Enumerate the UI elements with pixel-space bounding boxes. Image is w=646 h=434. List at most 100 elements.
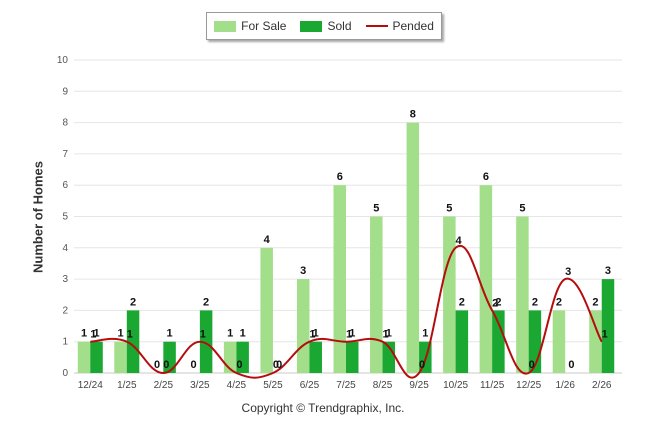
data-label-for-sale: 0 xyxy=(154,359,160,371)
data-label-sold: 2 xyxy=(532,296,538,308)
data-label-sold: 0 xyxy=(276,359,282,371)
data-label-for-sale: 6 xyxy=(483,171,489,183)
data-label-sold: 2 xyxy=(203,296,209,308)
bar-sold xyxy=(309,341,322,373)
data-label-pended: 0 xyxy=(273,359,279,371)
x-tick-label: 11/25 xyxy=(480,380,505,391)
data-label-for-sale: 1 xyxy=(227,328,233,340)
data-label-pended: 0 xyxy=(163,359,169,371)
x-tick-label: 4/25 xyxy=(227,380,247,391)
legend-swatch-sold xyxy=(300,20,323,32)
x-tick-label: 5/25 xyxy=(263,380,283,391)
data-label-for-sale: 1 xyxy=(81,328,87,340)
data-label-sold: 0 xyxy=(568,359,574,371)
data-label-sold: 1 xyxy=(386,328,392,340)
data-label-pended: 1 xyxy=(602,329,608,341)
bar-for-sale xyxy=(443,216,456,373)
data-label-sold: 2 xyxy=(130,296,136,308)
data-label-pended: 0 xyxy=(529,359,535,371)
data-label-sold: 1 xyxy=(313,328,319,340)
data-label-for-sale: 5 xyxy=(373,203,379,215)
bar-for-sale xyxy=(552,310,566,373)
x-tick-label: 12/25 xyxy=(516,380,541,391)
legend-swatch-pended xyxy=(365,25,388,27)
legend-item-sold[interactable]: Sold xyxy=(300,19,352,33)
bar-sold xyxy=(126,310,140,373)
data-label-pended: 1 xyxy=(127,329,133,341)
data-label-sold: 2 xyxy=(495,296,501,308)
data-label-sold: 1 xyxy=(240,328,246,340)
x-tick-label: 1/25 xyxy=(117,380,137,391)
data-label-for-sale: 4 xyxy=(264,234,271,246)
y-tick-label: 9 xyxy=(62,86,68,97)
pended-line xyxy=(90,244,603,379)
x-tick-label: 2/26 xyxy=(592,380,612,391)
x-tick-label: 3/25 xyxy=(190,380,210,391)
y-tick-label: 6 xyxy=(62,180,68,191)
x-tick-label: 10/25 xyxy=(443,380,468,391)
data-label-sold: 2 xyxy=(459,296,465,308)
legend-swatch-for-sale xyxy=(214,20,237,32)
data-label-pended: 1 xyxy=(90,329,96,341)
data-label-for-sale: 6 xyxy=(337,171,343,183)
data-label-for-sale: 5 xyxy=(519,203,525,215)
bar-for-sale xyxy=(479,185,493,373)
bar-sold xyxy=(601,279,615,373)
data-label-for-sale: 2 xyxy=(592,296,598,308)
y-tick-label: 2 xyxy=(62,305,68,316)
legend-label-for-sale: For Sale xyxy=(241,19,287,33)
legend-item-pended[interactable]: Pended xyxy=(365,19,434,33)
data-label-for-sale: 3 xyxy=(300,265,306,277)
x-tick-label: 12/24 xyxy=(78,380,103,391)
y-tick-label: 10 xyxy=(57,55,69,66)
y-tick-label: 8 xyxy=(62,118,68,129)
bar-for-sale xyxy=(333,185,346,373)
bar-for-sale xyxy=(589,310,602,373)
bar-sold xyxy=(455,310,469,373)
data-label-for-sale: 8 xyxy=(410,109,416,121)
data-label-sold: 1 xyxy=(93,328,99,340)
data-label-sold: 1 xyxy=(422,328,428,340)
bar-sold xyxy=(346,341,359,373)
bar-sold xyxy=(236,341,249,373)
data-label-pended: 1 xyxy=(346,329,352,341)
y-tick-label: 1 xyxy=(62,337,68,348)
legend-item-for-sale[interactable]: For Sale xyxy=(214,19,286,33)
y-tick-label: 4 xyxy=(62,243,68,254)
y-axis-title: Number of Homes xyxy=(30,161,46,273)
x-tick-label: 7/25 xyxy=(336,380,356,391)
x-tick-label: 1/26 xyxy=(555,380,575,391)
x-tick-label: 8/25 xyxy=(373,380,393,391)
bar-sold xyxy=(199,310,213,373)
x-tick-label: 2/25 xyxy=(154,380,174,391)
data-label-sold: 1 xyxy=(167,328,173,340)
data-label-for-sale: 1 xyxy=(117,328,123,340)
line-pended xyxy=(90,244,603,379)
bar-sold xyxy=(492,310,505,373)
data-label-sold: 3 xyxy=(605,265,611,277)
x-tick-label: 6/25 xyxy=(300,380,320,391)
data-label-for-sale: 2 xyxy=(556,296,562,308)
data-label-pended: 0 xyxy=(236,359,242,371)
legend: For Sale Sold Pended xyxy=(206,12,442,40)
data-label-pended: 3 xyxy=(565,266,571,278)
data-label-pended: 1 xyxy=(200,329,206,341)
legend-label-sold: Sold xyxy=(327,19,352,33)
y-tick-label: 3 xyxy=(62,274,68,285)
data-label-pended: 1 xyxy=(309,329,315,341)
data-label-for-sale: 0 xyxy=(191,359,197,371)
x-tick-label: 9/25 xyxy=(409,380,429,391)
bar-for-sale xyxy=(114,341,127,373)
y-tick-label: 7 xyxy=(62,149,68,160)
bar-for-sale xyxy=(77,341,91,373)
bar-for-sale xyxy=(260,247,273,373)
bar-for-sale xyxy=(370,216,383,373)
y-tick-label: 0 xyxy=(62,368,68,379)
bar-for-sale xyxy=(516,216,529,373)
data-label-pended: 1 xyxy=(382,329,388,341)
x-axis-tick-labels: 12/24 1/25 2/25 3/25 4/25 5/25 6/25 7/25 8/25 9/2… xyxy=(78,380,612,391)
data-label-pended: 4 xyxy=(456,235,463,247)
data-label-pended: 2 xyxy=(492,297,498,309)
